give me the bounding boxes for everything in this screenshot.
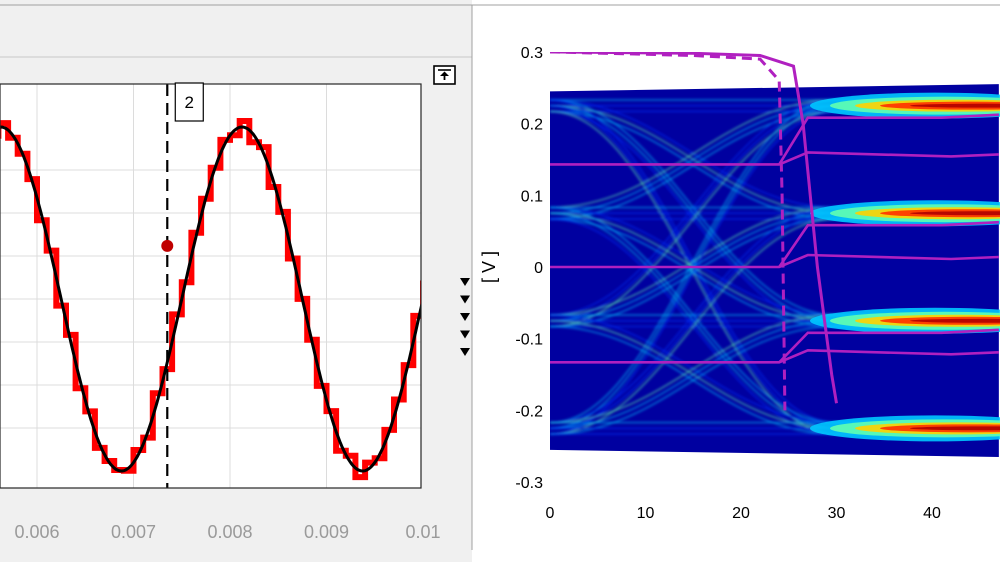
eye-contour: [778, 328, 999, 364]
eye-trace: [550, 99, 999, 209]
series-sine-line: [0, 125, 421, 473]
triangle-marker-icon: [460, 278, 470, 356]
eye-contour: [778, 113, 999, 166]
triangle-marker-icon: [460, 348, 470, 356]
x-tick-label: 0.009: [304, 522, 349, 542]
bathtub-dashed-line: [550, 52, 787, 411]
series-staircase-line: [0, 118, 421, 481]
eye-trace: [550, 314, 999, 424]
eye-trace: [550, 99, 999, 316]
eye-trace: [550, 99, 999, 209]
eye-trace: [550, 206, 999, 316]
eye-trace: [550, 206, 999, 316]
undock-arrow-icon[interactable]: [433, 65, 456, 85]
x-tick-label: 30: [828, 505, 846, 522]
y-tick-label: 0: [534, 260, 543, 277]
left-plot-frame: [0, 83, 422, 489]
eye-trace: [550, 206, 999, 424]
triangle-marker-icon: [460, 295, 470, 304]
eye-trace: [550, 110, 999, 435]
x-tick-label: 0.006: [14, 522, 59, 542]
x-tick-label: 0.01: [405, 522, 440, 542]
right-y-axis-label: [ V ]: [479, 251, 499, 283]
right-tick-labels: 0.30.20.10-0.1-0.2-0.30 10 20 30 40: [515, 45, 941, 522]
left-x-tick-labels: 0.006 0.007 0.008 0.009 0.01: [14, 522, 440, 542]
x-tick-label: 10: [637, 505, 655, 522]
eye-trace: [550, 99, 999, 424]
bathtub-solid-line: [550, 52, 838, 404]
cursor-marker[interactable]: [161, 239, 174, 252]
triangle-marker-icon: [460, 278, 470, 286]
x-tick-label: 20: [732, 505, 750, 522]
cursor-label: 2: [185, 93, 194, 112]
eye-contour: [550, 151, 999, 166]
triangle-marker-icon: [460, 330, 470, 339]
right-chart: 0.30.20.10-0.1-0.2-0.30 10 20 30 40 [ V ]: [479, 45, 1000, 522]
left-grid: [0, 84, 421, 488]
left-plot-area: [0, 84, 421, 488]
x-tick-label: 0.007: [111, 522, 156, 542]
eye-trace: [550, 319, 999, 430]
eye-contour: [550, 253, 999, 269]
x-tick-label: 0.008: [207, 522, 252, 542]
y-tick-label: -0.2: [515, 403, 543, 420]
eye-hot-spots: [810, 92, 1000, 442]
eye-hot-spot: [910, 103, 1000, 108]
eye-trace: [550, 314, 999, 424]
eye-contour: [778, 220, 999, 268]
x-tick-label: 0: [546, 505, 555, 522]
left-chart: 2 0.006 0.007 0.008 0.009 0.01: [0, 82, 441, 542]
x-tick-label: 40: [923, 505, 941, 522]
eye-trace: [550, 99, 999, 424]
y-tick-label: 0.3: [521, 45, 543, 62]
eye-trace: [550, 104, 999, 430]
eye-hot-spot: [910, 426, 1000, 431]
y-tick-label: -0.1: [515, 332, 543, 349]
triangle-marker-icon: [460, 313, 470, 321]
eye-trace: [550, 325, 999, 435]
eye-contour: [550, 349, 999, 364]
y-tick-label: -0.3: [515, 475, 543, 492]
eye-hot-spot: [910, 211, 1000, 216]
cursor-label-box[interactable]: 2: [174, 82, 204, 122]
eye-hot-spot: [910, 318, 1000, 323]
y-tick-label: 0.1: [521, 188, 543, 205]
eye-trace: [550, 206, 999, 424]
eye-trace: [550, 99, 999, 316]
y-tick-label: 0.2: [521, 117, 543, 134]
eye-contours: [550, 113, 999, 364]
